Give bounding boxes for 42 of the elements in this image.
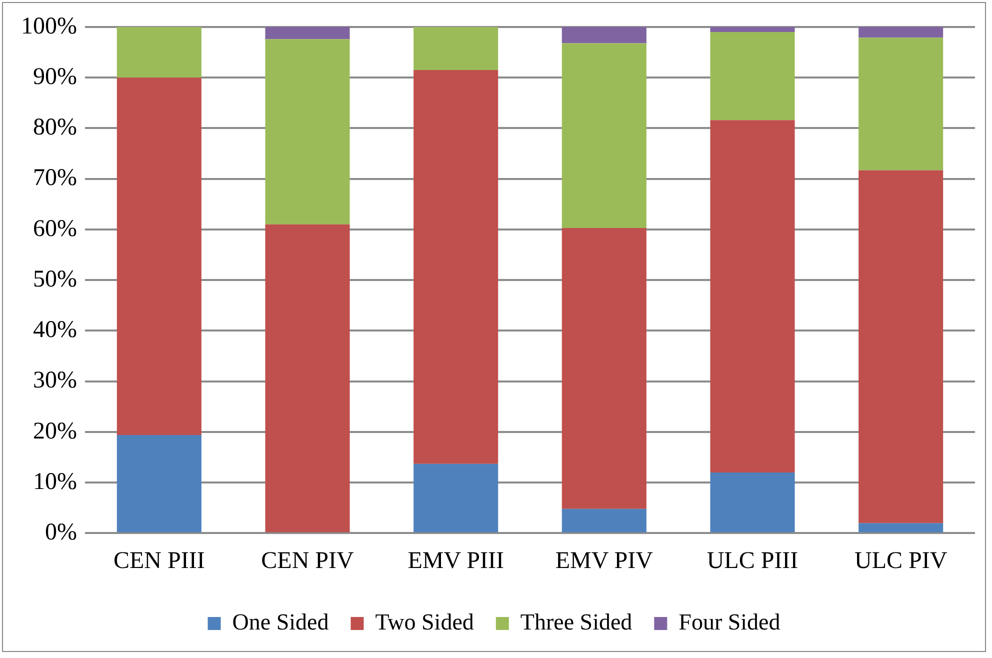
y-tick-label: 40% bbox=[32, 317, 77, 344]
bar bbox=[414, 27, 498, 70]
bar bbox=[562, 508, 646, 532]
bar bbox=[710, 120, 795, 472]
bar bbox=[858, 523, 944, 532]
bar bbox=[265, 27, 350, 40]
x-tick-label: CEN PIII bbox=[113, 548, 205, 574]
legend-label: Four Sided bbox=[678, 610, 781, 635]
bar bbox=[116, 78, 202, 435]
y-tick-label: 20% bbox=[32, 418, 77, 444]
y-tick-label: 0% bbox=[44, 519, 77, 546]
bar bbox=[858, 38, 944, 170]
bar bbox=[562, 27, 646, 44]
x-tick-label: ULC PIII bbox=[706, 548, 798, 574]
legend-label: One Sided bbox=[232, 610, 330, 635]
bar bbox=[265, 39, 350, 224]
y-tick-label: 100% bbox=[20, 13, 77, 40]
y-tick-label: 30% bbox=[32, 368, 77, 394]
bar bbox=[562, 228, 646, 509]
bar bbox=[562, 43, 646, 228]
y-tick-label: 60% bbox=[32, 216, 77, 242]
bar bbox=[116, 27, 202, 78]
x-tick-label: EMV PIII bbox=[408, 548, 504, 574]
bar bbox=[414, 464, 498, 532]
bar bbox=[710, 32, 795, 120]
bar bbox=[858, 170, 944, 524]
bar bbox=[710, 472, 795, 532]
bar bbox=[414, 70, 498, 464]
y-tick-label: 70% bbox=[32, 165, 77, 192]
bar bbox=[116, 434, 202, 532]
bar bbox=[858, 27, 944, 38]
bar bbox=[710, 27, 795, 32]
y-tick-label: 10% bbox=[32, 468, 77, 495]
legend-label: Two Sided bbox=[375, 610, 474, 635]
x-tick-label: ULC PIV bbox=[854, 548, 948, 574]
y-tick-label: 80% bbox=[32, 114, 77, 141]
y-tick-label: 90% bbox=[32, 64, 77, 90]
y-tick-label: 50% bbox=[32, 266, 77, 292]
legend-label: Three Sided bbox=[520, 610, 633, 635]
x-tick-label: EMV PIV bbox=[555, 548, 654, 574]
bar bbox=[265, 224, 350, 532]
x-tick-label: CEN PIV bbox=[261, 548, 354, 574]
